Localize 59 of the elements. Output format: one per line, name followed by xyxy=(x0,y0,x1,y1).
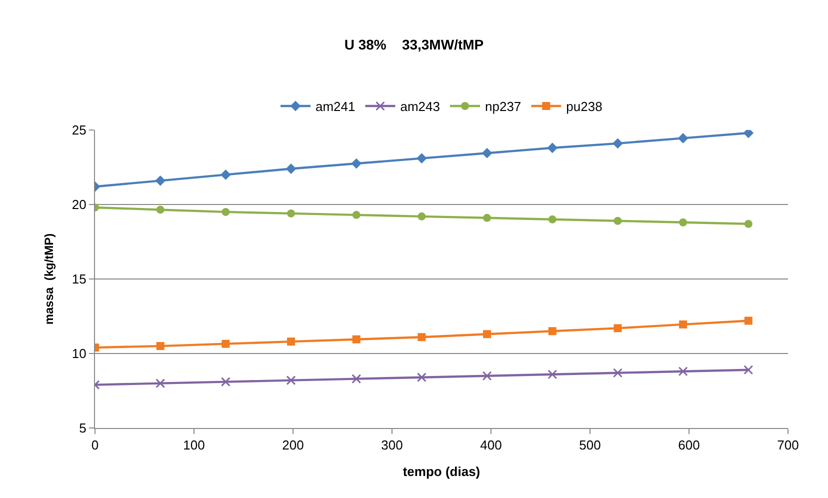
point xyxy=(351,158,362,169)
point xyxy=(155,175,166,186)
y-tick-label: 20 xyxy=(72,197,86,212)
point xyxy=(286,164,296,174)
point xyxy=(548,327,556,336)
point xyxy=(679,218,688,226)
x-tick-label: 700 xyxy=(777,438,799,453)
x-axis-title: tempo (dias) xyxy=(402,464,480,480)
y-tick-label: 10 xyxy=(72,346,86,362)
point xyxy=(483,330,492,338)
point xyxy=(416,153,427,164)
point xyxy=(287,338,296,346)
point xyxy=(222,208,230,216)
point xyxy=(744,220,752,228)
point xyxy=(482,371,492,381)
point xyxy=(614,216,622,225)
point xyxy=(614,324,622,332)
point xyxy=(156,206,164,214)
point xyxy=(612,368,622,378)
point xyxy=(744,365,754,375)
x-tick-label: 200 xyxy=(282,438,304,453)
y-tick-label: 15 xyxy=(72,272,86,287)
legend-label: np237 xyxy=(485,99,522,114)
legend-label: pu238 xyxy=(566,99,602,114)
point xyxy=(352,374,362,384)
legend-label: am243 xyxy=(400,99,440,114)
point xyxy=(483,214,492,222)
point xyxy=(418,333,426,342)
y-axis-title: massa (kg/tMP) xyxy=(42,233,56,325)
point xyxy=(418,212,426,220)
x-tick-label: 100 xyxy=(183,438,205,453)
point xyxy=(547,142,558,154)
point xyxy=(679,320,688,328)
point xyxy=(286,376,296,386)
point xyxy=(678,132,688,144)
point xyxy=(612,138,623,149)
point xyxy=(287,209,296,218)
point xyxy=(222,340,230,348)
point xyxy=(156,378,166,388)
x-tick-label: 400 xyxy=(480,438,502,453)
point xyxy=(352,335,360,344)
point xyxy=(220,170,231,180)
x-tick-label: 300 xyxy=(381,438,403,453)
x-tick-label: 600 xyxy=(678,438,700,453)
point xyxy=(548,215,556,224)
point xyxy=(220,377,230,387)
point xyxy=(744,316,752,325)
x-tick-label: 500 xyxy=(579,438,601,453)
point xyxy=(352,210,360,219)
x-tick-label: 0 xyxy=(91,438,99,453)
point xyxy=(678,366,688,376)
point xyxy=(548,370,558,380)
point xyxy=(482,148,492,158)
y-tick-label: 25 xyxy=(72,122,86,138)
legend-label: am241 xyxy=(316,99,356,114)
point xyxy=(156,342,164,350)
y-tick-label: 5 xyxy=(79,420,86,436)
chart-title: U 38% 33,3MW/tMP xyxy=(344,36,484,53)
point xyxy=(416,372,426,382)
